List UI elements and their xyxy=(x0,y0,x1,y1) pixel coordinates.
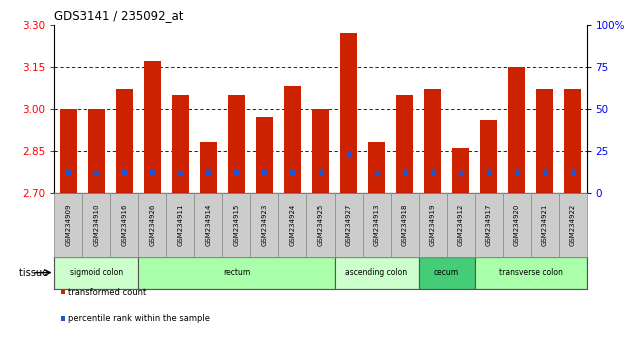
Text: sigmoid colon: sigmoid colon xyxy=(70,268,123,277)
Bar xyxy=(363,193,390,257)
Text: GSM234927: GSM234927 xyxy=(345,204,351,246)
Text: GSM234921: GSM234921 xyxy=(542,204,547,246)
Text: GSM234923: GSM234923 xyxy=(262,204,267,246)
Bar xyxy=(88,109,105,193)
Bar xyxy=(503,193,531,257)
Bar xyxy=(452,148,469,193)
Bar xyxy=(138,257,335,289)
Text: GSM234909: GSM234909 xyxy=(65,204,72,246)
Text: GSM234922: GSM234922 xyxy=(569,204,576,246)
Text: transverse colon: transverse colon xyxy=(499,268,562,277)
Text: GSM234924: GSM234924 xyxy=(290,204,296,246)
Bar xyxy=(110,193,138,257)
Bar xyxy=(396,95,413,193)
Text: ascending colon: ascending colon xyxy=(345,268,408,277)
Bar xyxy=(256,117,273,193)
Text: GSM234919: GSM234919 xyxy=(429,204,435,246)
Text: rectum: rectum xyxy=(223,268,250,277)
Text: GSM234926: GSM234926 xyxy=(149,204,156,246)
Bar xyxy=(312,109,329,193)
Bar xyxy=(558,193,587,257)
Bar xyxy=(474,193,503,257)
Bar xyxy=(508,67,525,193)
Bar xyxy=(474,257,587,289)
Bar xyxy=(368,143,385,193)
Bar xyxy=(54,193,83,257)
Bar xyxy=(228,95,245,193)
Bar xyxy=(60,109,77,193)
Bar xyxy=(335,193,363,257)
Bar xyxy=(390,193,419,257)
Bar xyxy=(536,89,553,193)
Text: GSM234915: GSM234915 xyxy=(233,204,240,246)
Text: GDS3141 / 235092_at: GDS3141 / 235092_at xyxy=(54,9,184,22)
Text: GSM234911: GSM234911 xyxy=(178,204,183,246)
Bar xyxy=(172,95,189,193)
Bar xyxy=(200,143,217,193)
Bar xyxy=(419,257,474,289)
Text: tissue: tissue xyxy=(19,268,51,278)
Bar xyxy=(116,89,133,193)
Text: GSM234925: GSM234925 xyxy=(317,204,324,246)
Bar xyxy=(564,89,581,193)
Bar xyxy=(424,89,441,193)
Text: percentile rank within the sample: percentile rank within the sample xyxy=(69,314,210,323)
Text: GSM234918: GSM234918 xyxy=(401,204,408,246)
Text: GSM234917: GSM234917 xyxy=(485,204,492,246)
Text: transformed count: transformed count xyxy=(69,287,147,297)
Bar xyxy=(419,193,447,257)
Bar xyxy=(54,257,138,289)
Text: GSM234912: GSM234912 xyxy=(458,204,463,246)
Bar xyxy=(144,61,161,193)
Bar xyxy=(222,193,251,257)
Bar xyxy=(167,193,194,257)
Bar xyxy=(284,86,301,193)
Bar xyxy=(531,193,558,257)
Bar xyxy=(480,120,497,193)
Bar xyxy=(83,193,110,257)
Text: GSM234913: GSM234913 xyxy=(374,204,379,246)
Text: GSM234910: GSM234910 xyxy=(94,204,99,246)
Text: cecum: cecum xyxy=(434,268,459,277)
Bar xyxy=(335,257,419,289)
Bar xyxy=(251,193,278,257)
Bar xyxy=(340,33,357,193)
Text: GSM234920: GSM234920 xyxy=(513,204,519,246)
Bar xyxy=(138,193,167,257)
Text: GSM234916: GSM234916 xyxy=(122,204,128,246)
Text: GSM234914: GSM234914 xyxy=(206,204,212,246)
Bar xyxy=(447,193,474,257)
Bar xyxy=(194,193,222,257)
Bar xyxy=(278,193,306,257)
Bar xyxy=(306,193,335,257)
